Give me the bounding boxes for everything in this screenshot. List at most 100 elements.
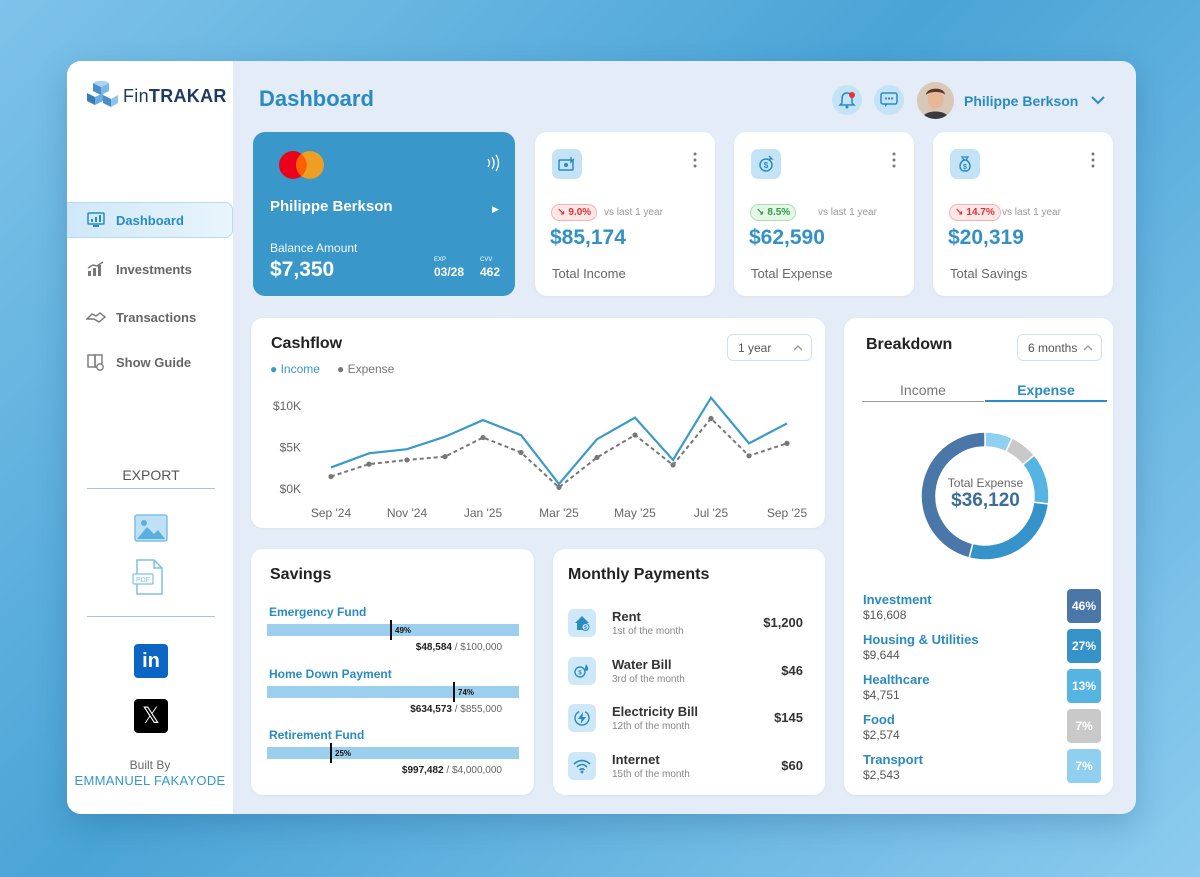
divider <box>87 488 215 489</box>
svg-text:$: $ <box>963 164 967 171</box>
expense-point <box>670 462 676 468</box>
mastercard-icon <box>279 151 324 179</box>
savings-progress-marker <box>330 743 332 763</box>
home-dollar-icon: $ <box>568 609 596 637</box>
wifi-icon <box>568 752 596 780</box>
svg-text:PDF: PDF <box>136 577 150 584</box>
donut-total-value: $36,120 <box>951 490 1020 511</box>
change-badge: ↘ 8.5% <box>750 204 797 221</box>
stat-value: $62,590 <box>749 226 825 249</box>
tab-expense[interactable]: Expense <box>985 382 1107 402</box>
expense-point <box>442 454 448 460</box>
sidebar-item-label: Transactions <box>116 309 197 325</box>
payment-due: 12th of the month <box>612 721 690 732</box>
savings-progress-marker <box>390 620 392 640</box>
cashflow-title: Cashflow <box>271 335 343 352</box>
sidebar-item-label: Show Guide <box>116 354 192 370</box>
payment-due: 15th of the month <box>612 769 690 780</box>
more-options-icon[interactable] <box>892 152 896 168</box>
sidebar-item-dashboard[interactable]: Dashboard <box>67 202 233 238</box>
x-twitter-icon[interactable]: 𝕏 <box>134 699 168 733</box>
avatar[interactable] <box>917 82 954 119</box>
logo[interactable]: FinTRAKAR <box>85 81 227 111</box>
notification-button[interactable] <box>832 85 862 115</box>
savings-progress-percent: 49% <box>395 626 412 635</box>
y-tick-label: $0K <box>280 482 301 496</box>
change-badge: ↘ 9.0% <box>551 204 598 221</box>
payment-amount: $1,200 <box>763 615 803 630</box>
bank-card[interactable]: Philippe Berkson ▶ Balance Amount $7,350… <box>253 132 515 296</box>
donut-total-label: Total Expense <box>947 476 1024 490</box>
chevron-down-icon[interactable] <box>1089 91 1107 109</box>
category-percent-badge: 46% <box>1067 589 1101 623</box>
category-value: $2,543 <box>863 768 900 782</box>
stat-label: Total Savings <box>950 266 1028 281</box>
lightning-icon <box>568 704 596 732</box>
y-tick-label: $5K <box>280 441 301 455</box>
expense-point <box>594 454 600 461</box>
balance-label: Balance Amount <box>270 241 358 255</box>
legend-expense: ● Expense <box>337 362 395 376</box>
breakdown-card: Breakdown 6 months Income Expense Total … <box>844 318 1113 795</box>
breakdown-period-select[interactable]: 6 months <box>1017 334 1102 361</box>
growth-chart-icon <box>86 259 106 279</box>
export-pdf-icon[interactable]: PDF <box>132 559 164 595</box>
expense-point <box>328 473 334 480</box>
tab-income[interactable]: Income <box>862 382 984 402</box>
logo-cubes-icon <box>87 81 118 107</box>
messages-button[interactable] <box>874 85 904 115</box>
expense-point <box>746 453 752 459</box>
sidebar: FinTRAKAR Dashboard Investments Transact… <box>67 61 233 814</box>
expense-point <box>404 457 410 463</box>
trend-down-icon: ↘ <box>756 207 765 218</box>
series-line-income <box>330 395 788 486</box>
comparison-label: vs last 1 year <box>818 207 877 218</box>
savings-goal-amount: $48,584 / $100,000 <box>415 642 502 653</box>
category-percent-badge: 7% <box>1067 709 1101 743</box>
svg-text:$: $ <box>584 625 587 631</box>
savings-title: Savings <box>270 566 332 583</box>
export-image-icon[interactable] <box>134 514 168 542</box>
logo-text: FinTRAKAR <box>123 85 227 106</box>
x-tick-label: May '25 <box>614 506 656 520</box>
stat-value: $20,319 <box>948 226 1024 249</box>
svg-text:$: $ <box>578 671 582 677</box>
category-name: Healthcare <box>863 672 930 687</box>
sidebar-item-show-guide[interactable]: Show Guide <box>67 344 233 380</box>
expense-point <box>518 449 524 456</box>
sidebar-item-investments[interactable]: Investments <box>67 251 233 287</box>
user-name[interactable]: Philippe Berkson <box>964 93 1079 109</box>
legend-income: ● Income <box>270 362 320 376</box>
more-options-icon[interactable] <box>1091 152 1095 168</box>
balance-amount: $7,350 <box>270 258 335 281</box>
change-badge: ↘ 14.7% <box>949 204 1001 221</box>
x-tick-label: Mar '25 <box>539 506 579 520</box>
stat-value: $85,174 <box>550 226 626 249</box>
water-drop-icon: $ <box>568 657 596 685</box>
sidebar-item-transactions[interactable]: Transactions <box>67 299 233 335</box>
handshake-icon <box>86 307 106 327</box>
svg-text:$: $ <box>764 161 769 170</box>
total-expense-card: $ ↘ 8.5% vs last 1 year $62,590 Total Exp… <box>734 132 914 296</box>
category-value: $2,574 <box>863 728 900 742</box>
divider <box>87 616 215 617</box>
x-tick-label: Jan '25 <box>464 506 503 520</box>
money-bag-icon: $ <box>950 149 980 179</box>
donut-slice-investment[interactable] <box>920 431 986 559</box>
exp-value: 03/28 <box>434 265 465 279</box>
savings-progress-percent: 25% <box>335 749 352 758</box>
linkedin-icon[interactable]: in <box>134 644 168 678</box>
author-name[interactable]: EMMANUEL FAKAYODE <box>74 773 226 788</box>
cvv-label: CVV <box>480 257 493 263</box>
play-icon[interactable]: ▶ <box>492 204 499 214</box>
series-line-expense <box>330 416 788 489</box>
cashflow-period-select[interactable]: 1 year <box>727 334 812 361</box>
guide-book-icon <box>86 352 106 372</box>
expense-point <box>556 484 562 490</box>
category-percent-badge: 27% <box>1067 629 1101 663</box>
payment-name: Internet <box>612 752 660 767</box>
savings-progress-bar <box>267 624 519 636</box>
category-name: Transport <box>863 752 923 767</box>
more-options-icon[interactable] <box>693 152 697 168</box>
payment-due: 1st of the month <box>612 626 684 637</box>
